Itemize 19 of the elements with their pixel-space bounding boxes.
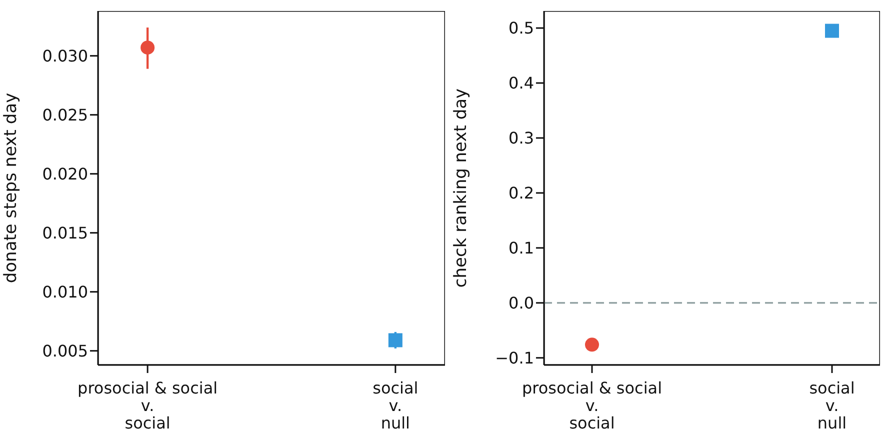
x-tick-label: prosocial & social v. social [522, 378, 662, 431]
y-tick-label: 0.2 [508, 184, 534, 203]
y-tick-label: 0.0 [508, 294, 534, 313]
x-tick-label: social v. null [372, 378, 418, 431]
y-tick-label: 0.3 [508, 128, 534, 148]
y-tick-label: 0.4 [508, 74, 534, 93]
y-tick-label: 0.5 [508, 18, 534, 38]
y-axis-title: donate steps next day [1, 92, 22, 284]
y-tick-label: 0.010 [42, 282, 88, 302]
y-axis-title: check ranking next day [451, 88, 472, 288]
y-tick-label: 0.030 [42, 46, 88, 66]
y-tick-label: −0.1 [495, 348, 534, 368]
y-tick-label: 0.005 [42, 342, 88, 361]
y-tick-label: 0.020 [42, 164, 88, 184]
x-tick-label: prosocial & social v. social [78, 378, 218, 431]
y-tick-label: 0.015 [42, 224, 88, 243]
y-tick-label: 0.1 [508, 238, 534, 258]
x-tick-label: social v. null [809, 378, 855, 431]
y-tick-label: 0.025 [42, 106, 88, 125]
